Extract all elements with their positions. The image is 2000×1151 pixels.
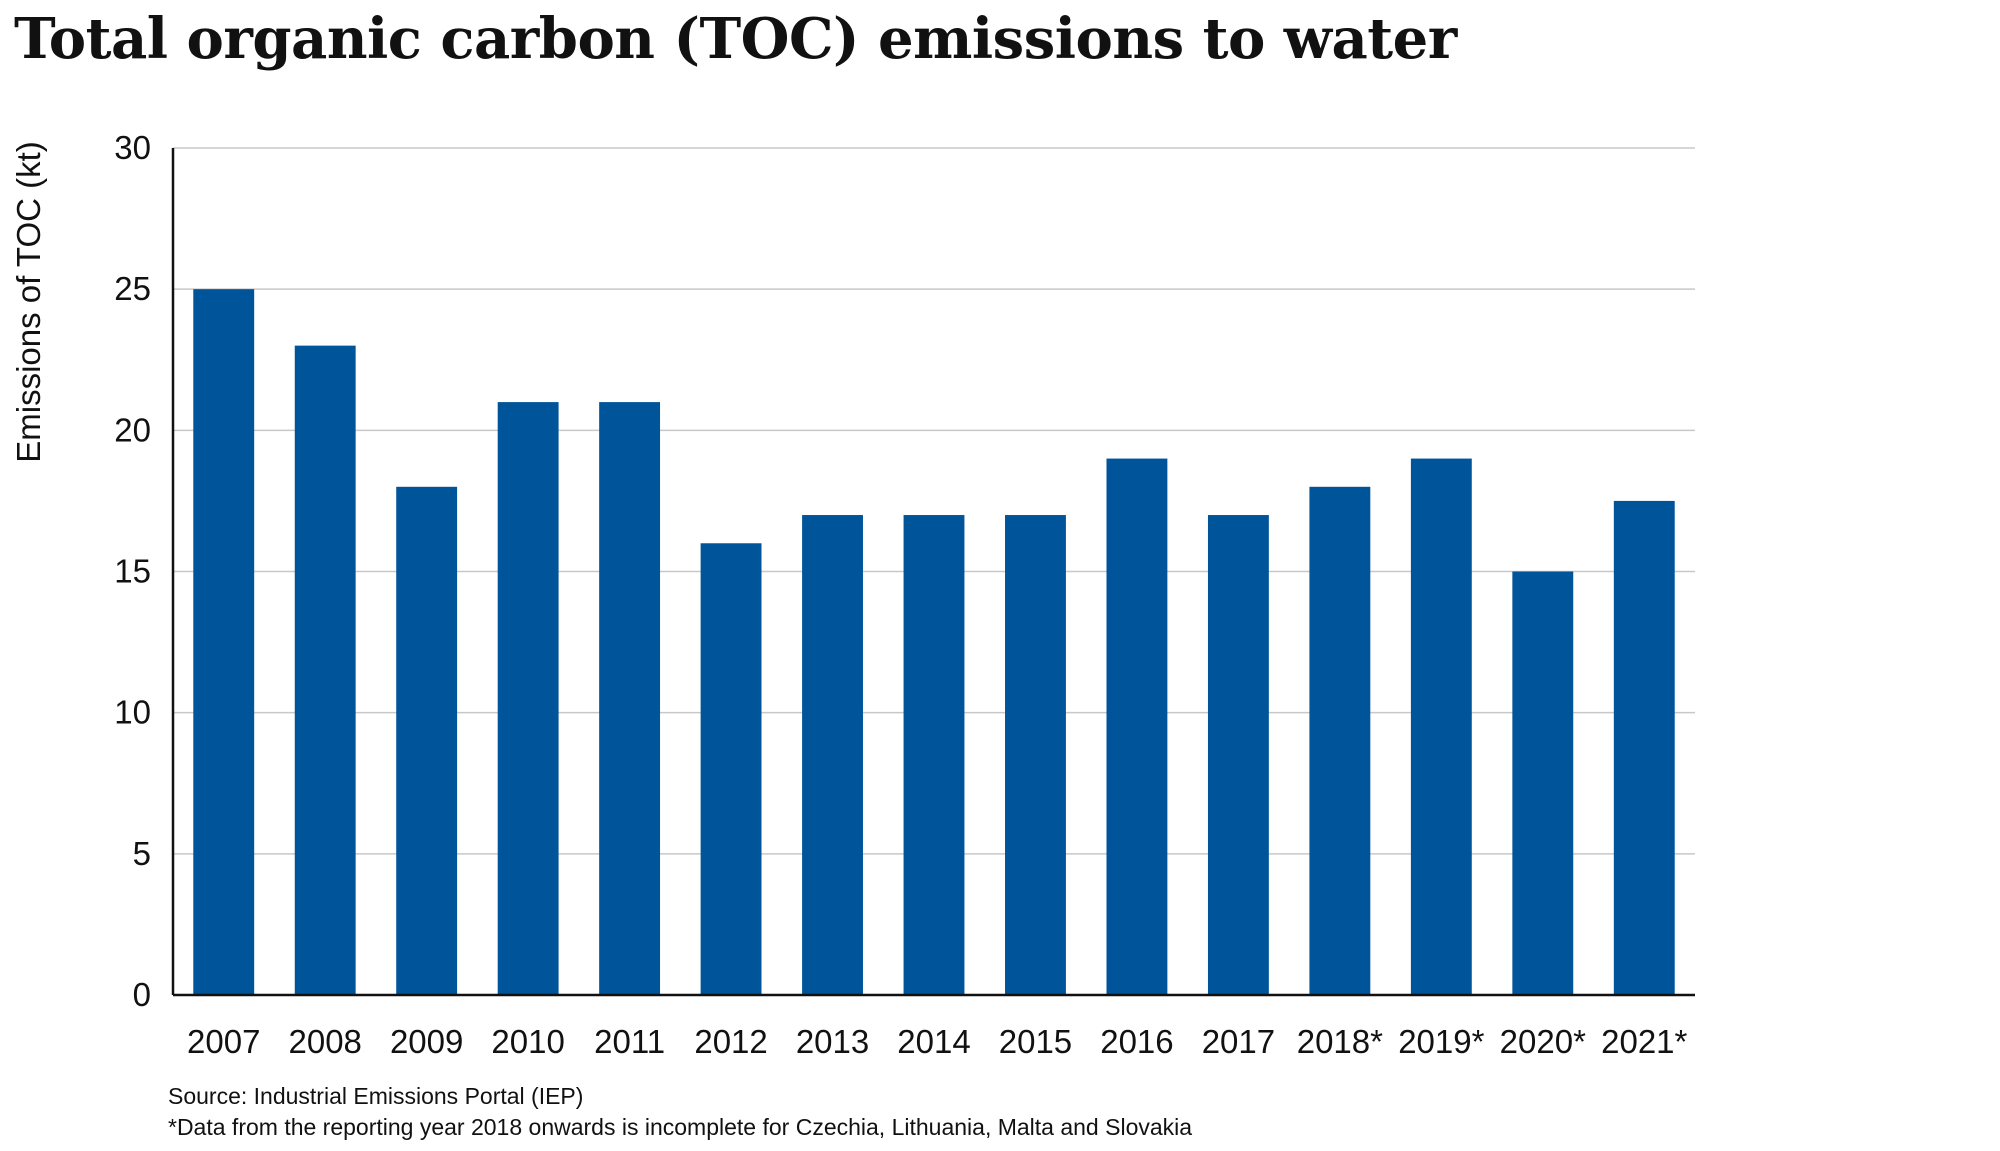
x-tick-label: 2015 [999, 1023, 1072, 1060]
bar-2007 [193, 289, 255, 996]
chart-title: Total organic carbon (TOC) emissions to … [14, 6, 1457, 72]
bar-2012 [700, 543, 762, 995]
bar-chart: 0 5 10 15 20 25 30 2007 2008 2009 2010 2011 2012 201… [10, 129, 1695, 1060]
source-note: Source: Industrial Emissions Portal (IEP… [168, 1083, 584, 1109]
bar-2011 [599, 402, 661, 996]
x-tick-label: 2007 [187, 1023, 260, 1060]
bar-2017 [1207, 515, 1269, 995]
x-tick-label: 2018* [1297, 1023, 1383, 1060]
x-tick-label: 2016 [1100, 1023, 1173, 1060]
x-tick-label: 2009 [390, 1023, 463, 1060]
x-tick-label: 2013 [796, 1023, 869, 1060]
bar-2021-star [1613, 500, 1675, 995]
y-tick-label: 20 [114, 411, 151, 448]
x-tick-label: 2019* [1398, 1023, 1484, 1060]
x-tick-label: 2008 [288, 1023, 361, 1060]
bar-2018-star [1309, 486, 1371, 995]
bar-2009 [396, 486, 458, 995]
bar-2019-star [1410, 458, 1472, 996]
y-tick-labels: 0 5 10 15 20 25 30 [114, 129, 151, 1013]
x-tick-label: 2010 [491, 1023, 564, 1060]
axes [171, 148, 1695, 997]
x-tick-labels: 2007 2008 2009 2010 2011 2012 2013 2014 2015 2016… [187, 1023, 1688, 1060]
x-tick-label: 2012 [694, 1023, 767, 1060]
bar-2015 [1005, 515, 1066, 995]
x-tick-label: 2017 [1202, 1023, 1275, 1060]
y-tick-label: 15 [114, 553, 151, 590]
y-tick-label: 30 [114, 129, 151, 166]
bar-2016 [1106, 458, 1168, 996]
footnote: *Data from the reporting year 2018 onwar… [168, 1114, 1193, 1140]
x-tick-label: 2020* [1500, 1023, 1586, 1060]
y-tick-label: 25 [114, 270, 151, 307]
y-axis-title: Emissions of TOC (kt) [10, 141, 47, 463]
bar-2013 [802, 515, 863, 995]
bar-2020-star [1512, 571, 1574, 995]
x-tick-label: 2011 [594, 1023, 665, 1060]
bars [193, 289, 1675, 996]
y-tick-label: 0 [133, 976, 151, 1013]
x-tick-label: 2021* [1601, 1023, 1687, 1060]
y-tick-label: 10 [114, 694, 151, 731]
bar-2008 [294, 345, 356, 996]
bar-2014 [903, 515, 965, 995]
y-tick-label: 5 [133, 835, 151, 872]
x-tick-label: 2014 [897, 1023, 970, 1060]
bar-2010 [497, 402, 559, 996]
